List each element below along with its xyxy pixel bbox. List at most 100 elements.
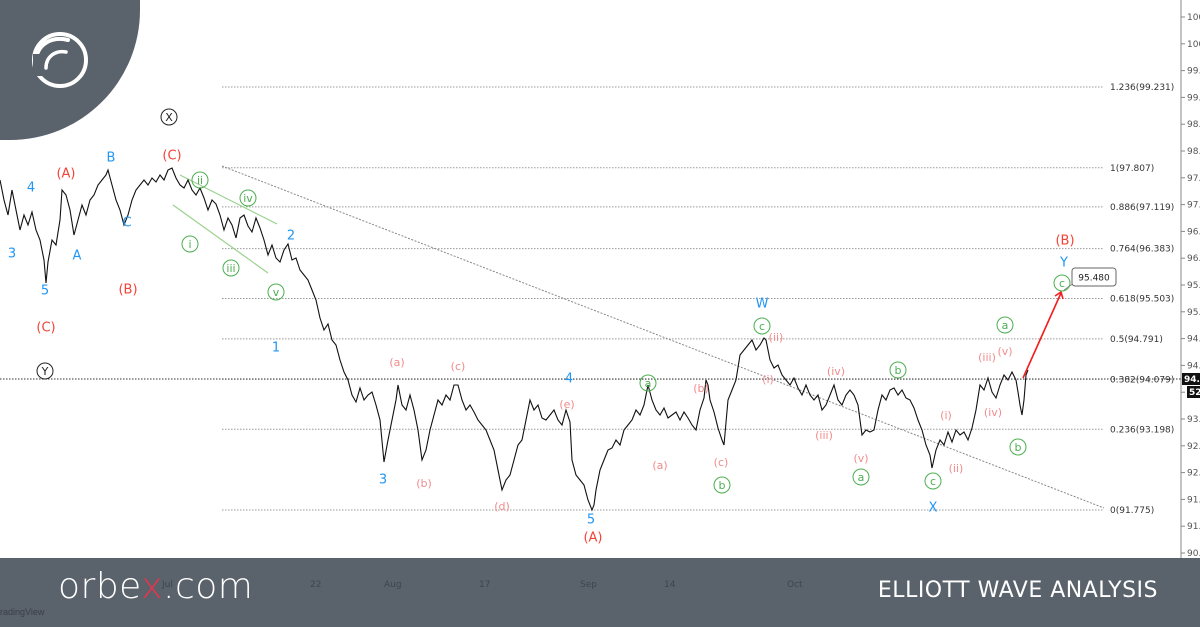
wave-label-X: X [929, 501, 938, 516]
svg-text:X: X [165, 111, 173, 124]
orbex-swirl-icon [0, 0, 140, 140]
wave-label-a-circled-1: a [639, 374, 657, 392]
price-tick-label: 100 [1187, 13, 1200, 23]
fib-level-label: 0.5(94.791) [1110, 335, 1163, 345]
wave-label-A-paren: (A) [56, 167, 75, 182]
wave-label-A: A [73, 249, 82, 264]
wave-label-c-paren-2: (c) [714, 456, 729, 469]
svg-text:ii: ii [197, 174, 203, 187]
wave-label-3b: 3 [379, 473, 387, 488]
svg-text:c: c [930, 475, 936, 488]
fib-level-label: 0.236(93.198) [1110, 425, 1174, 435]
time-tick-label: Oct [787, 580, 803, 590]
wave-label-2: 2 [287, 229, 295, 244]
svg-text:Y: Y [41, 365, 49, 378]
svg-text:94.0: 94.0 [1184, 375, 1200, 385]
fib-level-label: 0.382(94.079) [1110, 375, 1174, 385]
svg-text:iii: iii [226, 262, 235, 275]
brand-x: x [141, 566, 164, 607]
svg-text:iv: iv [243, 192, 253, 205]
brand-logo-corner [0, 0, 140, 140]
wave-label-ii-paren-2: (ii) [949, 462, 964, 475]
wave-label-4: 4 [27, 181, 35, 196]
svg-text:95.480: 95.480 [1078, 274, 1110, 284]
price-tick-label: 91. [1187, 522, 1200, 532]
price-axis[interactable]: 100 100 99. 99. 98. 98. 97. 97. 96. 96. 95. 95. 94. 9… [1181, 13, 1200, 559]
wave-label-3: 3 [8, 247, 16, 262]
brand-prefix: orbe [58, 566, 142, 607]
wave-label-ii: ii [191, 171, 209, 189]
svg-text:c: c [759, 320, 765, 333]
wave-label-Y: Y [1059, 256, 1068, 271]
channel-upper-line[interactable] [179, 174, 278, 225]
projection-arrow[interactable] [1022, 290, 1064, 379]
brand-suffix: .com [163, 566, 254, 607]
price-tick-label: 92. [1187, 469, 1200, 479]
wave-label-i-paren: (i) [762, 373, 774, 386]
svg-text:b: b [719, 479, 726, 492]
price-tick-label: 97. [1187, 174, 1200, 184]
price-tick-label: 99. [1187, 67, 1200, 77]
svg-text:a: a [858, 471, 865, 484]
wave-label-B-paren: (B) [118, 283, 137, 298]
current-price-marker: 94.0 52 [1182, 373, 1200, 398]
wave-label-Y-circled: Y [36, 362, 54, 380]
price-tick-label: 95. [1187, 281, 1200, 291]
wave-label-d-paren: (d) [494, 500, 510, 513]
price-tick-label: 91. [1187, 495, 1200, 505]
svg-text:52: 52 [1189, 388, 1200, 398]
price-tick-label: 93. [1187, 415, 1200, 425]
wave-label-B-paren-target: (B) [1055, 234, 1074, 249]
wave-label-1: 1 [272, 341, 280, 356]
trendline[interactable] [221, 165, 1105, 509]
wave-label-b-circled-2: b [889, 361, 907, 379]
price-tick-label: 100 [1187, 40, 1200, 50]
time-tick-label: Jul [162, 580, 173, 590]
target-price-label[interactable]: 95.480 [1063, 267, 1117, 291]
wave-label-iv-paren: (iv) [827, 365, 845, 378]
wave-label-v: v [267, 283, 285, 301]
price-tick-label: 96. [1187, 254, 1200, 264]
wave-label-e-paren: (e) [559, 398, 574, 411]
fibonacci-retracement[interactable]: 1.236(99.231) 1(97.807) 0.886(97.119) 0.764… [222, 83, 1174, 516]
price-tick-label: 97. [1187, 201, 1200, 211]
wave-label-c-circled-Y: c [1053, 274, 1071, 292]
wave-label-i-paren-2: (i) [940, 409, 952, 422]
fib-level-label: 0.618(95.503) [1110, 295, 1174, 305]
wave-labels: 3 4 5 (A) A B C (B) (C) (C) X Y ii iv i … [8, 108, 1075, 546]
wave-label-v-paren: (v) [853, 452, 868, 465]
price-tick-label: 95. [1187, 308, 1200, 318]
wave-label-iv-paren-2: (iv) [984, 406, 1002, 419]
wave-label-b-circled-3: b [1009, 438, 1027, 456]
fib-level-label: 0.886(97.119) [1110, 203, 1174, 213]
time-tick-label: Sep [580, 580, 597, 590]
svg-text:a: a [645, 377, 652, 390]
svg-text:v: v [273, 286, 280, 299]
svg-text:a: a [1002, 319, 1009, 332]
wave-label-a-circled-3: a [996, 316, 1014, 334]
wave-label-c-circled-W: c [753, 317, 771, 335]
brand-wordmark[interactable]: orbex.com [58, 566, 253, 607]
fib-level-label: 0(91.775) [1110, 506, 1154, 516]
price-series [0, 167, 1029, 512]
wave-label-ii-paren: (ii) [769, 331, 784, 344]
time-tick-label: 22 [310, 580, 322, 590]
wave-label-W: W [756, 297, 769, 312]
tradingview-watermark: radingView [0, 607, 45, 617]
price-tick-label: 90. [1187, 549, 1200, 559]
price-tick-label: 92. [1187, 442, 1200, 452]
wave-label-4b: 4 [565, 372, 573, 387]
channel-lower-line[interactable] [172, 204, 269, 274]
wave-label-c-circled-X: c [924, 472, 942, 490]
wave-label-X-circled: X [160, 108, 178, 126]
price-tick-label: 98. [1187, 147, 1200, 157]
svg-text:b: b [1015, 441, 1022, 454]
wave-label-c-paren: (c) [451, 360, 466, 373]
fib-level-label: 1(97.807) [1110, 164, 1154, 174]
wave-label-5b: 5 [587, 513, 595, 528]
banner-title: ELLIOTT WAVE ANALYSIS [877, 578, 1158, 603]
wave-label-a-circled-2: a [852, 468, 870, 486]
price-tick-label: 96. [1187, 227, 1200, 237]
wave-label-B: B [107, 151, 116, 166]
